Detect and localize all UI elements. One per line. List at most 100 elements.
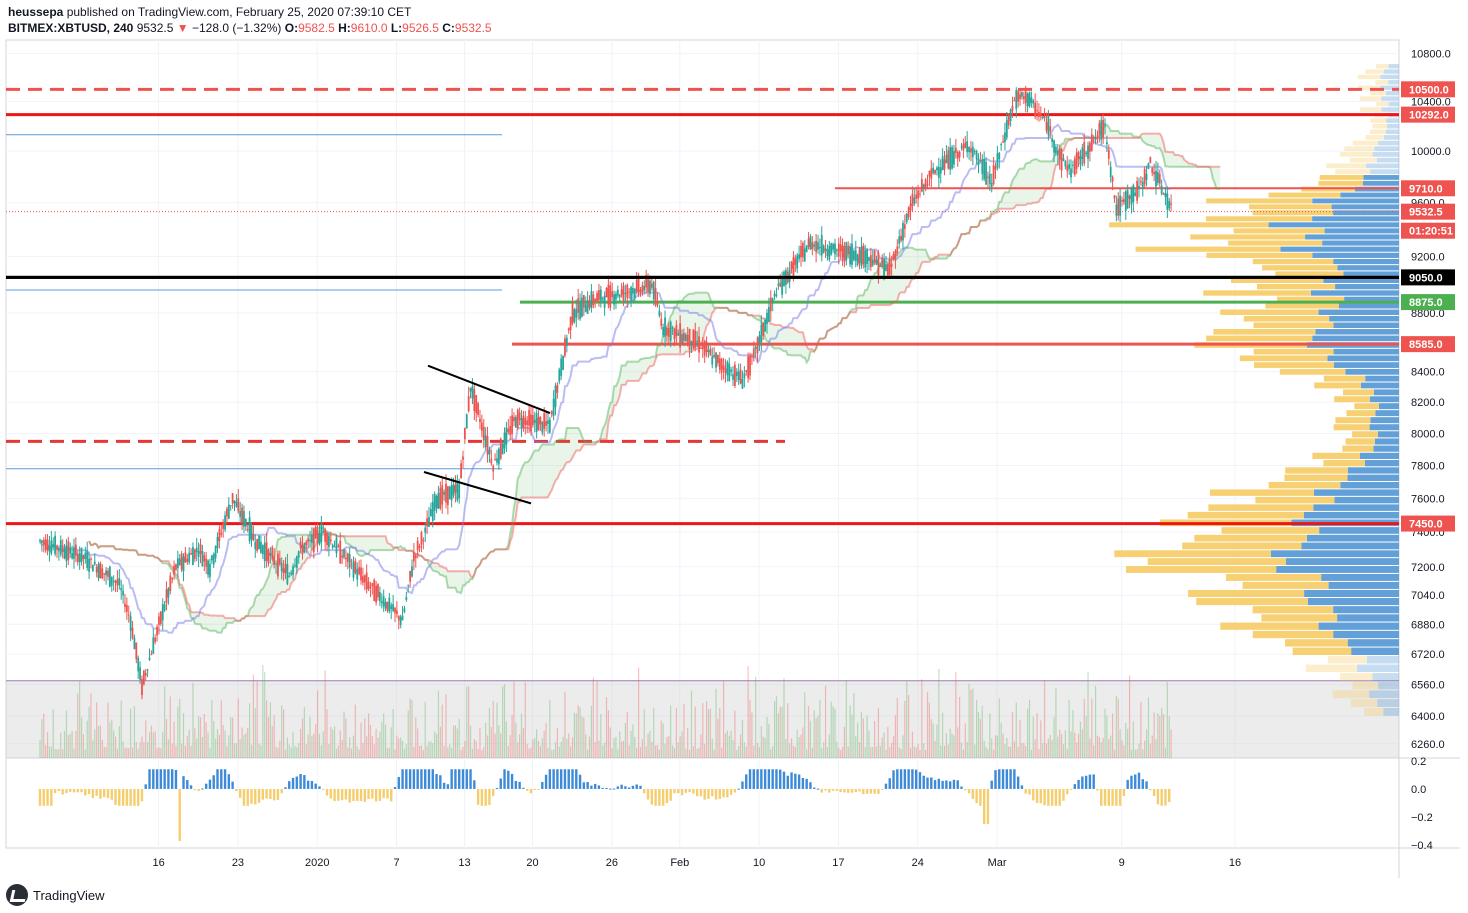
osc-bar bbox=[639, 785, 642, 789]
candle-body bbox=[377, 584, 379, 598]
osc-bar bbox=[1077, 779, 1080, 789]
candle-body bbox=[633, 289, 636, 298]
volume-bar bbox=[800, 734, 802, 758]
osc-bar bbox=[38, 788, 42, 806]
price-tag-label: 9532.5 bbox=[1409, 207, 1443, 219]
candle-body bbox=[569, 316, 572, 331]
candle-body bbox=[849, 246, 851, 265]
candle-body bbox=[363, 575, 366, 583]
candle-body bbox=[139, 667, 141, 680]
osc-bar bbox=[563, 769, 567, 789]
volume-bar bbox=[945, 733, 947, 758]
author-name[interactable]: heussepa bbox=[8, 5, 64, 19]
volume-bar bbox=[1077, 733, 1080, 758]
candle-body bbox=[180, 553, 183, 570]
candle-body bbox=[1098, 123, 1101, 135]
volume-bar bbox=[875, 746, 878, 758]
osc-bar bbox=[982, 788, 986, 825]
volume-bar bbox=[777, 713, 779, 758]
profile-down-bar bbox=[1335, 417, 1371, 424]
candle-body bbox=[792, 257, 795, 279]
volume-bar bbox=[1040, 720, 1042, 758]
candle-body bbox=[533, 419, 536, 424]
volume-bar bbox=[894, 715, 897, 758]
profile-down-bar bbox=[1327, 656, 1367, 664]
candle-body bbox=[384, 602, 387, 609]
profile-up-bar bbox=[1347, 467, 1399, 474]
volume-bar bbox=[1094, 685, 1097, 758]
osc-bar bbox=[212, 775, 215, 789]
volume-bar bbox=[821, 747, 823, 758]
candle-body bbox=[1053, 140, 1055, 153]
price-tag-label: 01:20:51 bbox=[1409, 226, 1453, 238]
volume-bar bbox=[868, 730, 870, 758]
profile-down-bar bbox=[1268, 481, 1341, 489]
volume-bar bbox=[400, 737, 402, 758]
candle-body bbox=[44, 539, 47, 551]
volume-bar bbox=[80, 717, 83, 758]
osc-bar bbox=[737, 788, 740, 790]
candle-body bbox=[732, 374, 734, 380]
volume-bar bbox=[762, 736, 764, 758]
candle-body bbox=[456, 482, 459, 501]
price-tag bbox=[1401, 81, 1455, 98]
y-tick-label: 10400.0 bbox=[1411, 96, 1451, 108]
volume-bar bbox=[517, 742, 519, 758]
volume-bar bbox=[39, 740, 41, 758]
candle-body bbox=[341, 555, 344, 558]
osc-bar bbox=[745, 774, 748, 789]
candle-body bbox=[635, 279, 638, 293]
osc-bar bbox=[374, 788, 378, 802]
osc-bar bbox=[359, 788, 363, 802]
volume-bar bbox=[617, 749, 619, 758]
candle-body bbox=[494, 459, 496, 461]
symbol-label[interactable]: BITMEX:XBTUSD, 240 bbox=[8, 21, 134, 35]
profile-down-bar bbox=[1268, 192, 1341, 198]
candle-body bbox=[864, 250, 867, 268]
candle-body bbox=[411, 566, 413, 577]
volume-bar bbox=[288, 744, 290, 758]
candle-body bbox=[460, 463, 462, 479]
volume-bar bbox=[386, 748, 389, 758]
candle-body bbox=[144, 672, 147, 676]
osc-bar bbox=[401, 769, 404, 789]
volume-bar bbox=[1102, 738, 1104, 758]
volume-bar bbox=[1051, 740, 1053, 758]
candle-body bbox=[222, 523, 225, 529]
osc-bar bbox=[918, 772, 922, 789]
osc-bar bbox=[903, 769, 907, 789]
candle-body bbox=[103, 573, 106, 575]
volume-bar bbox=[211, 700, 213, 758]
volume-bar bbox=[198, 715, 200, 758]
volume-bar bbox=[113, 730, 115, 758]
candle-body bbox=[426, 518, 429, 527]
volume-bar bbox=[654, 745, 657, 758]
profile-up-bar bbox=[1333, 258, 1399, 265]
candle-body bbox=[641, 285, 644, 294]
osc-bar bbox=[624, 786, 627, 789]
volume-bar bbox=[281, 705, 283, 758]
volume-bar bbox=[666, 736, 668, 758]
profile-down-bar bbox=[1334, 396, 1370, 403]
price-labels: 10500.010292.09710.09532.501:20:519050.0… bbox=[1401, 81, 1455, 532]
volume-bar bbox=[420, 745, 423, 758]
volume-bar bbox=[1045, 743, 1048, 758]
volume-bar bbox=[789, 743, 791, 758]
volume-bar bbox=[1151, 735, 1153, 758]
candle-body bbox=[450, 484, 453, 501]
volume-bar bbox=[587, 749, 589, 758]
price-tag bbox=[1401, 336, 1455, 353]
profile-down-bar bbox=[1182, 542, 1302, 550]
osc-bar bbox=[711, 788, 714, 797]
candle-body bbox=[526, 420, 529, 426]
volume-bar bbox=[309, 716, 311, 758]
candle-body bbox=[996, 153, 999, 168]
profile-up-bar bbox=[1337, 265, 1399, 271]
tradingview-footer[interactable]: TradingView bbox=[6, 884, 105, 906]
volume-bar bbox=[543, 731, 545, 758]
candle-body bbox=[488, 450, 491, 455]
candle-body bbox=[998, 152, 1001, 160]
candle-body bbox=[1123, 199, 1125, 203]
volume-bar bbox=[147, 741, 149, 758]
